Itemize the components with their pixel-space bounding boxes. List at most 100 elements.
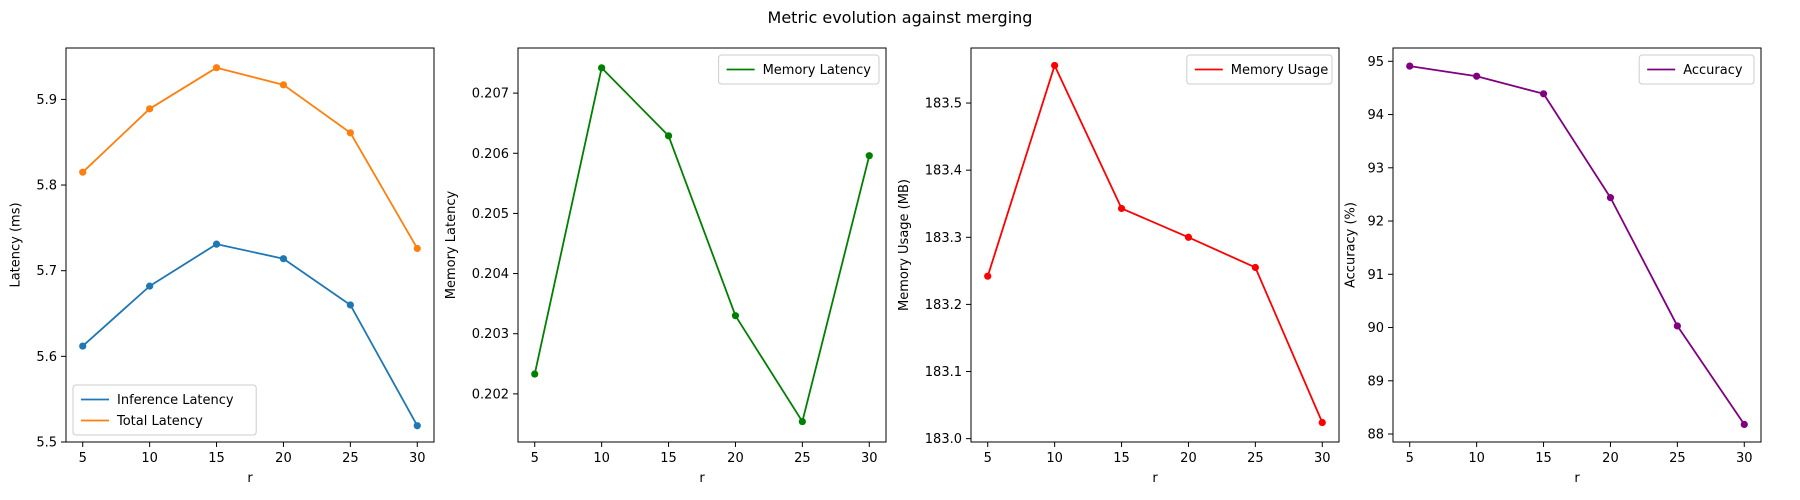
series-line (533, 66, 871, 423)
legend-label: Accuracy (1683, 63, 1743, 78)
data-point (1184, 233, 1193, 241)
data-point (531, 370, 539, 378)
legend-box (718, 54, 880, 85)
x-tick-label: 5 (984, 451, 992, 466)
figure-title: Metric evolution against merging (767, 8, 1033, 27)
data-point (798, 417, 806, 426)
data-point (279, 255, 288, 263)
y-tick-label: 95 (1367, 55, 1384, 70)
subplot-1: 5 10 15 20 25 30 5.5 5.6 5.7 5.8 5.9 r Latency (ms) I… (8, 47, 435, 486)
series-line (1409, 65, 1746, 425)
x-tick-label: 30 (861, 451, 878, 466)
data-point (1318, 418, 1326, 427)
x-tick-label: 5 (79, 451, 87, 466)
data-point (1606, 194, 1615, 202)
data-point (346, 301, 354, 309)
y-axis-label: Latency (ms) (8, 202, 23, 287)
y-tick-label: 5.9 (36, 93, 57, 108)
data-point (79, 168, 87, 176)
y-tick-label: 91 (1367, 268, 1384, 283)
legend-box (72, 384, 257, 436)
x-tick-label: 5 (531, 451, 539, 466)
legend: Accuracy (1638, 54, 1755, 85)
x-tick-label: 20 (275, 451, 292, 466)
y-tick-label: 89 (1367, 374, 1384, 389)
x-tick-label: 15 (660, 451, 677, 466)
legend-label: Memory Usage (1231, 63, 1329, 78)
subplot-4: 5 10 15 20 25 30 88 89 90 91 92 93 94 95 r Accuracy (%)… (1344, 47, 1762, 486)
y-tick-label: 0.203 (472, 327, 509, 342)
data-point (598, 64, 606, 72)
y-axis-label: Memory Usage (MB) (897, 179, 912, 311)
y-axis-label: Accuracy (%) (1344, 202, 1359, 288)
legend-label: Inference Latency (117, 393, 234, 408)
x-tick-label: 20 (1180, 451, 1197, 466)
x-tick-label: 30 (1736, 451, 1753, 466)
series-line (986, 64, 1324, 423)
x-tick-label: 25 (1669, 451, 1686, 466)
y-tick-label: 183.0 (925, 432, 962, 447)
y-tick-label: 0.206 (472, 147, 509, 162)
y-tick-label: 0.205 (472, 207, 509, 222)
x-tick-label: 10 (1046, 451, 1063, 466)
y-tick-label: 5.8 (36, 179, 57, 194)
axes-frame (517, 47, 887, 443)
axes-frame (970, 47, 1340, 443)
y-tick-label: 5.6 (36, 350, 57, 365)
data-point (984, 272, 992, 280)
data-point (731, 312, 740, 320)
legend: Inference Latency Total Latency (72, 384, 257, 436)
data-point (79, 342, 87, 350)
data-point (1251, 263, 1259, 272)
y-tick-label: 90 (1367, 321, 1384, 336)
series-line (82, 66, 419, 249)
x-tick-label: 10 (593, 451, 610, 466)
x-axis-label: r (247, 471, 253, 486)
x-tick-label: 15 (1113, 451, 1130, 466)
legend-label: Memory Latency (763, 63, 872, 78)
x-tick-label: 5 (1406, 451, 1414, 466)
y-tick-label: 183.5 (925, 97, 962, 112)
data-point (146, 282, 154, 290)
x-tick-label: 20 (727, 451, 744, 466)
x-tick-label: 15 (208, 451, 225, 466)
x-tick-label: 25 (794, 451, 811, 466)
y-tick-label: 183.1 (925, 365, 962, 380)
data-point (346, 129, 354, 137)
data-point (865, 152, 873, 160)
axes-frame (1392, 47, 1762, 443)
x-tick-label: 15 (1535, 451, 1552, 466)
y-tick-label: 183.4 (925, 164, 962, 179)
subplot-2: 5 10 15 20 25 30 0.202 0.203 0.204 0.205 0.206 0.20… (444, 47, 887, 486)
data-point (664, 132, 673, 140)
y-tick-label: 5.7 (36, 264, 57, 279)
data-point (1539, 90, 1548, 98)
data-point (1051, 61, 1059, 70)
data-point (1673, 322, 1681, 330)
legend-box (1186, 54, 1333, 85)
data-point (279, 81, 288, 89)
x-tick-label: 20 (1602, 451, 1619, 466)
y-tick-label: 183.2 (925, 298, 962, 313)
y-tick-label: 0.202 (472, 387, 509, 402)
x-axis-label: r (1574, 471, 1580, 486)
data-point (413, 244, 421, 253)
data-point (413, 422, 421, 430)
x-tick-label: 25 (1247, 451, 1264, 466)
series-line (82, 243, 419, 427)
axes-frame (65, 47, 435, 443)
y-tick-label: 93 (1367, 161, 1384, 176)
y-tick-label: 88 (1367, 428, 1384, 443)
data-point (212, 64, 221, 72)
data-point (1473, 72, 1481, 80)
x-axis-label: r (699, 471, 705, 486)
y-tick-label: 0.204 (472, 267, 509, 282)
x-tick-label: 10 (1468, 451, 1485, 466)
data-point (1117, 204, 1126, 213)
y-tick-label: 92 (1367, 215, 1384, 230)
x-tick-label: 30 (409, 451, 426, 466)
legend: Memory Latency (718, 54, 880, 85)
x-axis-label: r (1152, 471, 1158, 486)
